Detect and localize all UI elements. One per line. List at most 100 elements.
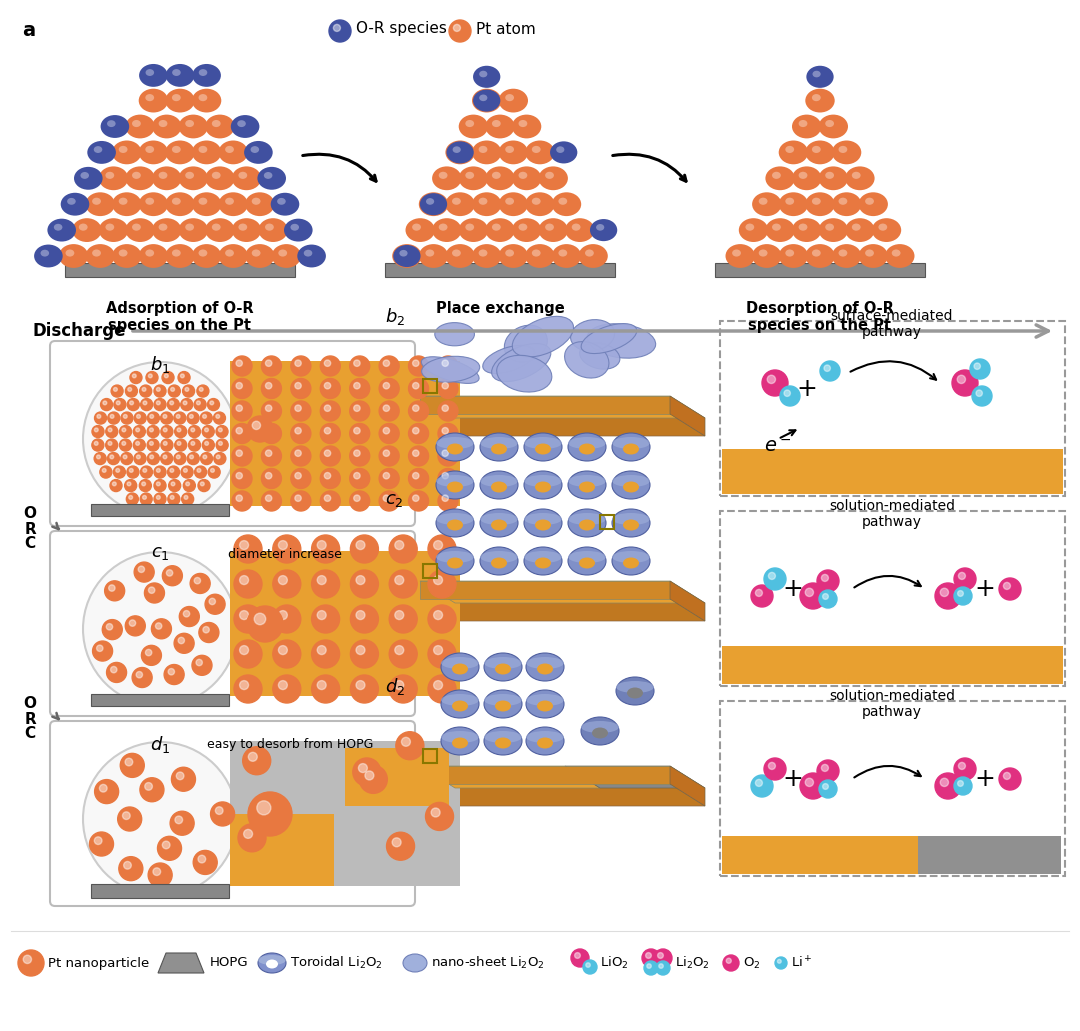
Circle shape <box>383 383 390 389</box>
Circle shape <box>157 388 160 392</box>
Circle shape <box>177 428 181 432</box>
Circle shape <box>174 453 186 465</box>
Circle shape <box>202 426 214 437</box>
Ellipse shape <box>432 219 461 242</box>
Circle shape <box>180 374 185 377</box>
Ellipse shape <box>612 437 650 448</box>
Ellipse shape <box>272 244 301 268</box>
Polygon shape <box>565 766 705 788</box>
Bar <box>720 321 1065 496</box>
Circle shape <box>123 862 132 869</box>
Ellipse shape <box>106 224 114 231</box>
Circle shape <box>442 428 448 434</box>
Circle shape <box>642 949 660 967</box>
Circle shape <box>197 468 201 472</box>
Circle shape <box>237 360 242 366</box>
Ellipse shape <box>232 166 261 190</box>
Ellipse shape <box>568 437 606 448</box>
Ellipse shape <box>291 224 299 231</box>
Ellipse shape <box>484 657 522 669</box>
Ellipse shape <box>473 90 500 111</box>
Circle shape <box>83 362 237 516</box>
Text: R: R <box>24 711 36 727</box>
Ellipse shape <box>485 166 515 190</box>
Circle shape <box>133 374 136 377</box>
Circle shape <box>110 414 114 419</box>
Ellipse shape <box>865 198 874 205</box>
Ellipse shape <box>491 224 501 231</box>
Ellipse shape <box>779 193 808 217</box>
Circle shape <box>149 428 153 432</box>
Ellipse shape <box>838 198 848 205</box>
Ellipse shape <box>798 120 808 127</box>
Ellipse shape <box>491 481 507 493</box>
Circle shape <box>192 656 212 675</box>
Bar <box>600 516 615 529</box>
Circle shape <box>106 426 118 437</box>
Circle shape <box>321 378 340 399</box>
Ellipse shape <box>806 89 835 112</box>
Polygon shape <box>420 599 705 621</box>
Circle shape <box>184 496 188 499</box>
Circle shape <box>105 580 124 601</box>
Polygon shape <box>670 396 705 436</box>
Circle shape <box>167 399 179 410</box>
Circle shape <box>93 641 112 661</box>
Text: $c_1$: $c_1$ <box>150 544 170 562</box>
Text: Adsorption of O-R
species on the Pt: Adsorption of O-R species on the Pt <box>106 301 254 333</box>
Ellipse shape <box>612 433 650 461</box>
Text: nano-sheet Li$_2$O$_2$: nano-sheet Li$_2$O$_2$ <box>431 955 544 971</box>
Circle shape <box>350 446 369 466</box>
Circle shape <box>94 837 102 844</box>
Circle shape <box>197 401 200 405</box>
Circle shape <box>97 414 100 419</box>
Circle shape <box>110 479 122 492</box>
Ellipse shape <box>152 219 181 242</box>
Circle shape <box>240 540 248 550</box>
Ellipse shape <box>812 198 821 205</box>
Circle shape <box>108 441 112 445</box>
Circle shape <box>170 468 174 472</box>
Circle shape <box>156 623 162 629</box>
Ellipse shape <box>726 244 755 268</box>
Ellipse shape <box>403 954 427 972</box>
Ellipse shape <box>491 343 551 381</box>
Circle shape <box>350 378 369 399</box>
Ellipse shape <box>459 166 488 190</box>
Circle shape <box>266 472 272 479</box>
Ellipse shape <box>436 547 474 575</box>
Circle shape <box>273 640 301 668</box>
Circle shape <box>354 405 360 411</box>
Circle shape <box>141 481 146 486</box>
Circle shape <box>166 570 173 576</box>
Ellipse shape <box>535 481 551 493</box>
Circle shape <box>806 589 813 597</box>
Circle shape <box>234 535 262 563</box>
Circle shape <box>726 958 731 963</box>
Ellipse shape <box>112 193 141 217</box>
Circle shape <box>324 450 330 457</box>
Bar <box>423 749 437 763</box>
Circle shape <box>261 401 282 421</box>
Text: surface-mediated
pathway: surface-mediated pathway <box>831 309 954 339</box>
Circle shape <box>180 399 192 410</box>
Circle shape <box>257 801 271 814</box>
Circle shape <box>433 645 443 655</box>
Text: LiO$_2$: LiO$_2$ <box>600 955 629 971</box>
Ellipse shape <box>505 198 514 205</box>
Ellipse shape <box>766 166 795 190</box>
Circle shape <box>360 765 388 794</box>
Text: $b_2$: $b_2$ <box>384 306 405 327</box>
Circle shape <box>92 426 104 437</box>
Circle shape <box>240 645 248 655</box>
Circle shape <box>132 667 152 688</box>
Circle shape <box>261 468 282 489</box>
Circle shape <box>117 401 120 405</box>
Circle shape <box>442 360 448 366</box>
Circle shape <box>122 441 125 445</box>
Ellipse shape <box>580 342 620 369</box>
Ellipse shape <box>139 64 167 87</box>
Circle shape <box>108 453 120 465</box>
Circle shape <box>140 399 152 410</box>
Circle shape <box>379 356 400 376</box>
